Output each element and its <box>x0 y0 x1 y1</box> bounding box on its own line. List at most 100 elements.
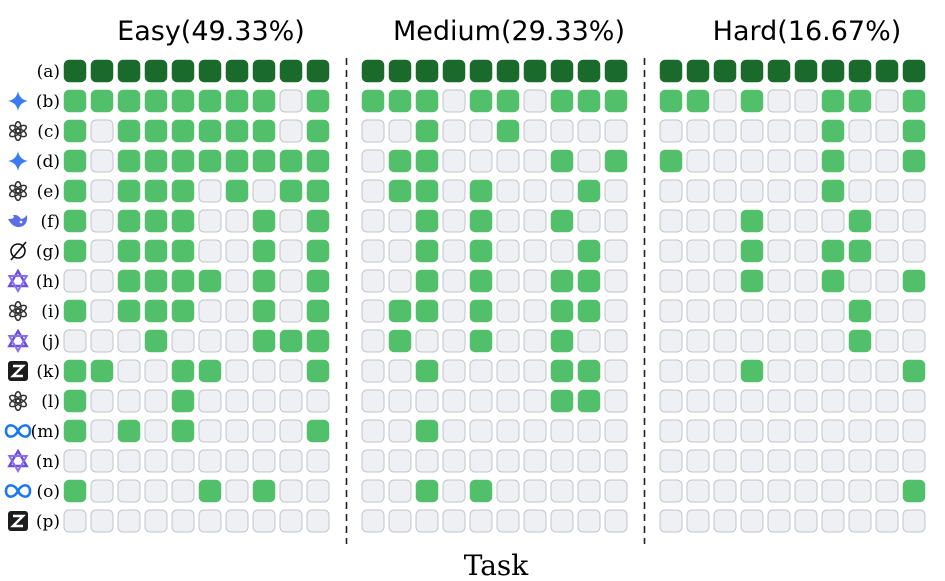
cell-medium-8 <box>550 509 574 533</box>
cell-medium-4 <box>442 179 466 203</box>
cell-medium-3 <box>415 389 439 413</box>
cell-easy-9 <box>279 359 303 383</box>
cell-medium-5 <box>469 359 493 383</box>
cell-medium-8 <box>550 419 574 443</box>
cell-medium-6 <box>496 449 520 473</box>
gemini-star-icon <box>8 151 28 171</box>
cell-hard-6 <box>794 359 818 383</box>
cell-hard-10 <box>902 419 926 443</box>
cell-medium-6 <box>496 239 520 263</box>
row-label: (i) <box>41 302 60 322</box>
row-o: (o) <box>4 479 926 503</box>
cell-easy-3 <box>117 269 141 293</box>
cell-easy-1 <box>63 59 87 83</box>
cell-medium-1 <box>361 299 385 323</box>
cell-easy-2 <box>90 359 114 383</box>
cell-hard-1 <box>659 359 683 383</box>
cell-easy-5 <box>171 269 195 293</box>
row-e: (e) <box>8 179 926 203</box>
cell-hard-5 <box>767 299 791 323</box>
cell-hard-5 <box>767 239 791 263</box>
cell-hard-2 <box>686 89 710 113</box>
cell-hard-9 <box>875 359 899 383</box>
cell-easy-7 <box>225 209 249 233</box>
cell-easy-6 <box>198 419 222 443</box>
cell-easy-6 <box>198 239 222 263</box>
cell-hard-3 <box>713 479 737 503</box>
cell-medium-3 <box>415 59 439 83</box>
cell-easy-3 <box>117 449 141 473</box>
cell-medium-2 <box>388 299 412 323</box>
cell-easy-5 <box>171 359 195 383</box>
row-label: (d) <box>36 152 60 172</box>
cell-hard-8 <box>848 449 872 473</box>
cell-easy-4 <box>144 269 168 293</box>
cell-hard-8 <box>848 179 872 203</box>
cell-medium-2 <box>388 209 412 233</box>
cell-hard-7 <box>821 59 845 83</box>
cell-medium-5 <box>469 509 493 533</box>
cell-easy-1 <box>63 359 87 383</box>
cell-easy-9 <box>279 419 303 443</box>
cell-medium-10 <box>604 479 628 503</box>
cell-easy-6 <box>198 449 222 473</box>
cell-easy-6 <box>198 479 222 503</box>
cell-easy-6 <box>198 389 222 413</box>
cell-medium-1 <box>361 149 385 173</box>
cell-medium-2 <box>388 179 412 203</box>
cell-medium-4 <box>442 419 466 443</box>
cell-hard-10 <box>902 239 926 263</box>
cell-medium-5 <box>469 269 493 293</box>
cell-easy-9 <box>279 299 303 323</box>
cell-medium-8 <box>550 179 574 203</box>
cell-hard-4 <box>740 389 764 413</box>
cell-medium-10 <box>604 59 628 83</box>
cell-hard-7 <box>821 179 845 203</box>
cell-hard-8 <box>848 329 872 353</box>
cell-easy-4 <box>144 89 168 113</box>
cell-hard-5 <box>767 329 791 353</box>
cell-medium-8 <box>550 359 574 383</box>
cell-medium-10 <box>604 269 628 293</box>
cell-medium-10 <box>604 419 628 443</box>
row-d: (d) <box>8 149 926 173</box>
cell-hard-7 <box>821 89 845 113</box>
row-l: (l) <box>8 389 926 413</box>
cell-medium-9 <box>577 299 601 323</box>
cell-hard-8 <box>848 269 872 293</box>
row-label: (c) <box>37 122 60 142</box>
cell-easy-9 <box>279 179 303 203</box>
cell-medium-2 <box>388 479 412 503</box>
cell-medium-5 <box>469 389 493 413</box>
cell-easy-2 <box>90 449 114 473</box>
cell-hard-6 <box>794 179 818 203</box>
cell-hard-4 <box>740 179 764 203</box>
cell-easy-6 <box>198 209 222 233</box>
cell-easy-1 <box>63 419 87 443</box>
cell-easy-3 <box>117 119 141 143</box>
cell-hard-8 <box>848 359 872 383</box>
cell-easy-5 <box>171 149 195 173</box>
cell-medium-5 <box>469 209 493 233</box>
cell-easy-10 <box>306 119 330 143</box>
cell-hard-3 <box>713 209 737 233</box>
cell-easy-3 <box>117 239 141 263</box>
x-axis-label: Task <box>464 549 530 581</box>
cell-medium-5 <box>469 119 493 143</box>
cell-hard-7 <box>821 419 845 443</box>
cell-hard-9 <box>875 89 899 113</box>
row-label: (n) <box>36 452 60 472</box>
cell-hard-6 <box>794 329 818 353</box>
cell-medium-8 <box>550 89 574 113</box>
cell-easy-5 <box>171 299 195 323</box>
cell-hard-3 <box>713 449 737 473</box>
row-a: (a) <box>37 59 926 83</box>
cell-medium-3 <box>415 479 439 503</box>
cell-medium-8 <box>550 119 574 143</box>
cell-hard-9 <box>875 119 899 143</box>
cell-hard-6 <box>794 479 818 503</box>
cell-medium-1 <box>361 389 385 413</box>
cell-hard-5 <box>767 59 791 83</box>
cell-easy-4 <box>144 119 168 143</box>
cell-easy-8 <box>252 329 276 353</box>
